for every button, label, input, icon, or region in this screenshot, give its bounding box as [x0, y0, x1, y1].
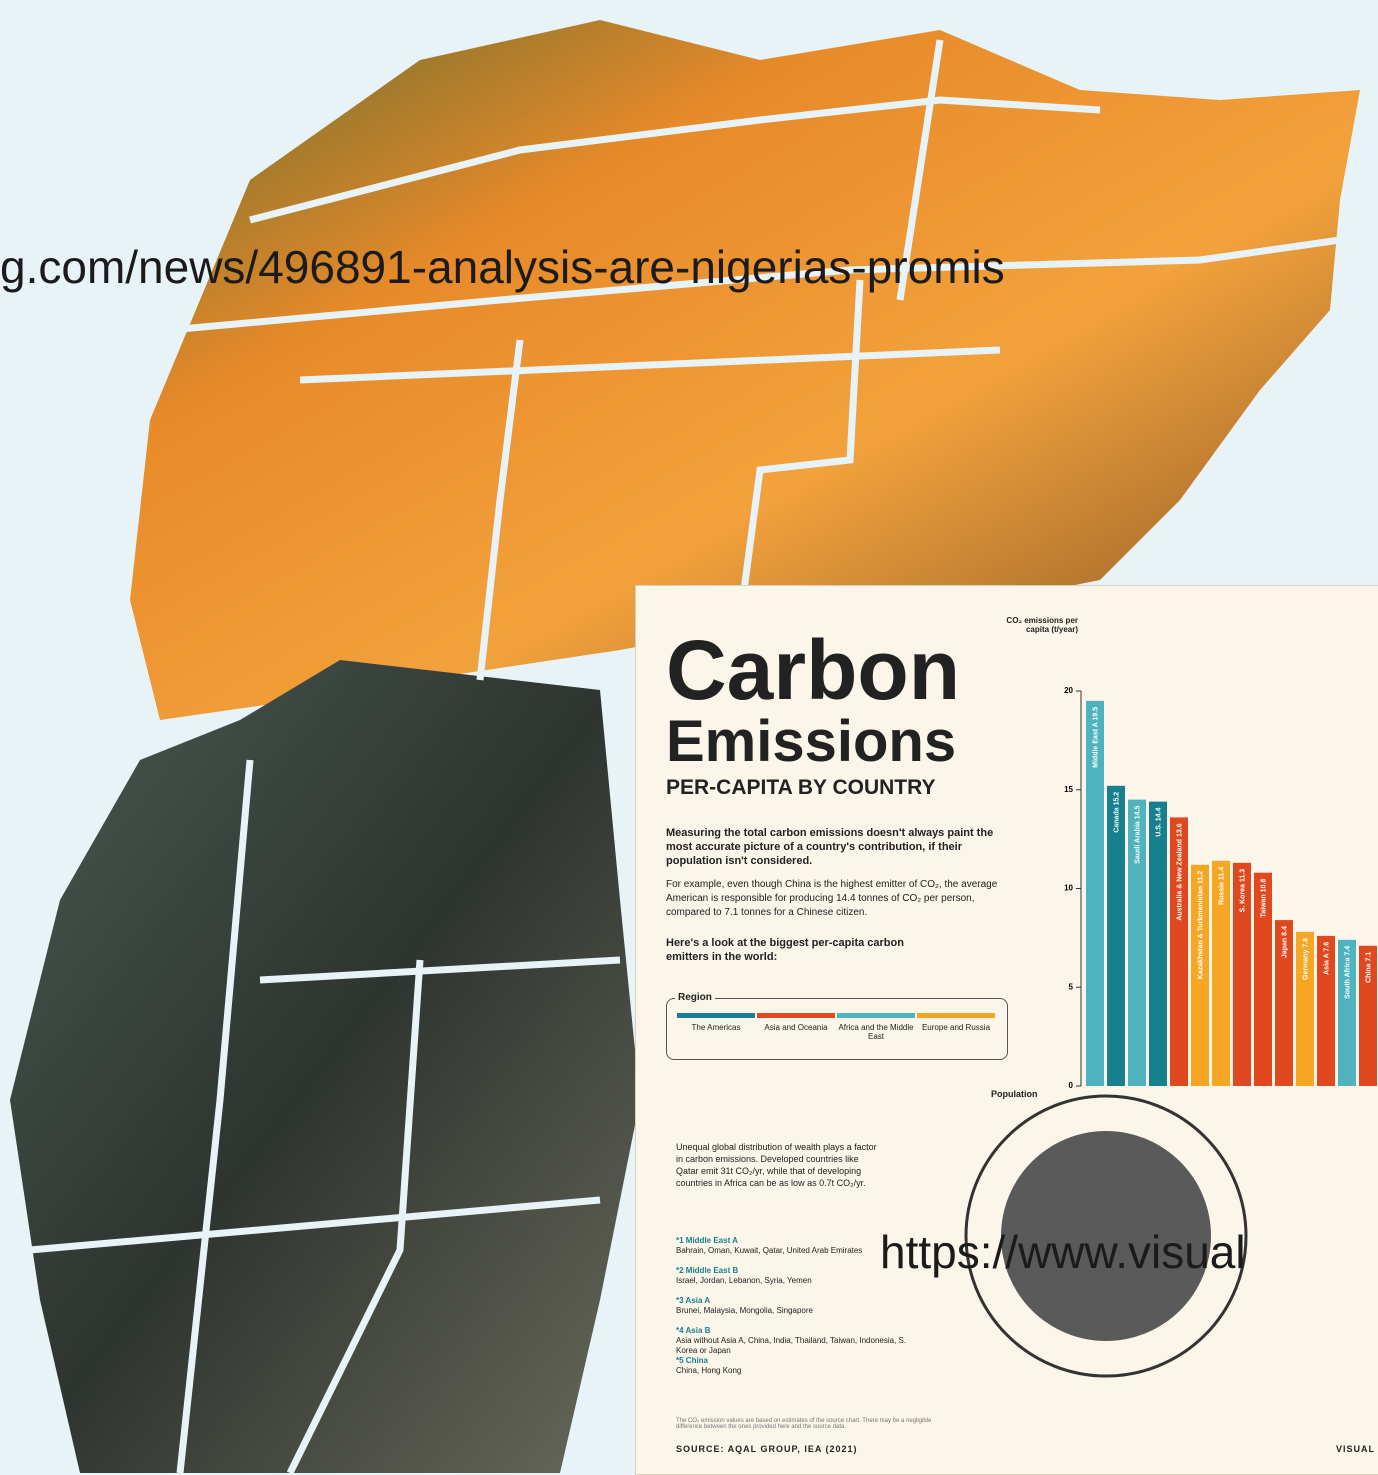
photo-map-bottom	[10, 660, 640, 1473]
y-tick-label: 15	[1064, 785, 1073, 794]
bar-label: S. Korea 11.3	[1239, 869, 1246, 913]
bar-value: 8.4	[1281, 926, 1288, 936]
bar-name: China	[1365, 963, 1372, 983]
bar-label: China 7.1	[1365, 952, 1372, 983]
bar-label: Australia & New Zealand 13.6	[1176, 823, 1183, 920]
y-tick-label: 5	[1069, 982, 1074, 991]
bar-value: 7.1	[1365, 952, 1372, 962]
bar-value: 7.6	[1323, 942, 1330, 952]
bar-value: 14.5	[1134, 806, 1141, 820]
bar-value: 7.4	[1344, 946, 1351, 956]
bar-value: 19.5	[1092, 707, 1099, 721]
bar-name: Saudi Arabia	[1134, 821, 1141, 864]
y-tick-label: 0	[1069, 1081, 1074, 1090]
bar-label: Canada 15.2	[1113, 792, 1120, 833]
bar-value: 11.4	[1218, 867, 1225, 880]
bar-name: Japan	[1281, 938, 1288, 958]
y-tick-label: 20	[1064, 686, 1073, 695]
bar-name: Australia & New Zealand	[1176, 839, 1183, 921]
chart: 0 5 10 15 20 Middle East A 19.5 Canada 15.2 Sau…	[636, 586, 1378, 1474]
bar	[1149, 802, 1167, 1086]
bar-name: Asia A	[1323, 953, 1330, 974]
bar-label: Russia 11.4	[1218, 867, 1225, 905]
bar-value: 11.2	[1197, 871, 1204, 884]
bar-value: 10.8	[1260, 879, 1267, 893]
bar-name: Russia	[1218, 882, 1225, 905]
bar-label: Saudi Arabia 14.5	[1134, 806, 1141, 864]
bar-value: 7.8	[1302, 938, 1309, 948]
bar-name: South Africa	[1344, 957, 1351, 998]
infographic: Carbon Emissions PER-CAPITA BY COUNTRY M…	[635, 585, 1378, 1475]
bar-value: 14.4	[1155, 807, 1162, 821]
bar-label: Kazakhstan & Turkmenistan 11.2	[1197, 871, 1204, 980]
bar-name: Canada	[1113, 807, 1120, 832]
bar-name: Germany	[1302, 950, 1309, 980]
bar-label: Japan 8.4	[1281, 926, 1288, 958]
y-tick-label: 10	[1064, 884, 1073, 893]
bar-value: 11.3	[1239, 869, 1246, 882]
bar-name: S. Korea	[1239, 884, 1246, 913]
bar-name: Taiwan	[1260, 894, 1267, 917]
bar-name: U.S.	[1155, 823, 1162, 837]
bar-label: Asia A 7.6	[1323, 942, 1330, 975]
bar-name: Middle East A	[1092, 722, 1099, 768]
bar-label: Taiwan 10.8	[1260, 879, 1267, 918]
bar-name: Kazakhstan & Turkmenistan	[1197, 886, 1204, 979]
bar-value: 15.2	[1113, 792, 1120, 806]
overlay-url: g.com/news/496891-analysis-are-nigerias-…	[0, 240, 1005, 294]
bar-value: 13.6	[1176, 823, 1183, 837]
overlay-url: https://www.visual	[880, 1225, 1246, 1279]
bar-label: Middle East A 19.5	[1092, 707, 1099, 768]
bar-label: U.S. 14.4	[1155, 807, 1162, 836]
bar-label: Germany 7.8	[1302, 938, 1309, 980]
bar-label: South Africa 7.4	[1344, 946, 1351, 999]
page: g.com/news/496891-analysis-are-nigerias-…	[0, 0, 1378, 1473]
